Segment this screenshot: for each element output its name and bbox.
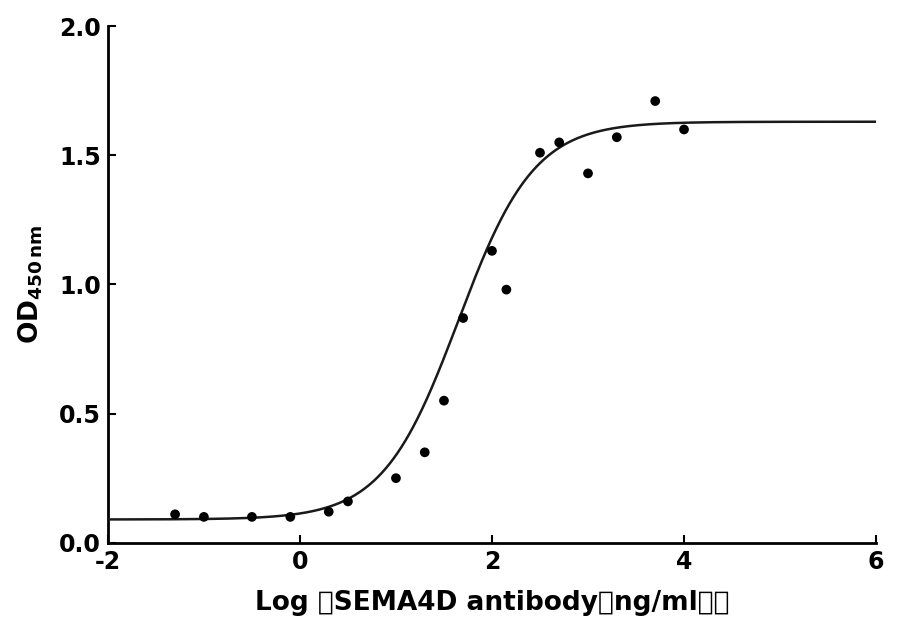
Point [532,147,547,158]
Point [610,132,624,142]
Point [417,448,432,458]
Point [485,246,499,256]
Y-axis label: $\mathbf{OD_{450\,nm}}$: $\mathbf{OD_{450\,nm}}$ [16,225,45,344]
Point [648,96,662,106]
Point [168,509,182,519]
X-axis label: Log （SEMA4D antibody（ng/ml））: Log （SEMA4D antibody（ng/ml）） [255,591,729,617]
Point [677,125,691,135]
Point [581,168,596,179]
Point [341,496,355,506]
Point [456,313,470,323]
Point [499,285,514,295]
Point [552,137,567,147]
Point [283,512,297,522]
Point [437,396,451,406]
Point [245,512,259,522]
Point [322,506,336,517]
Point [388,473,403,483]
Point [196,512,211,522]
